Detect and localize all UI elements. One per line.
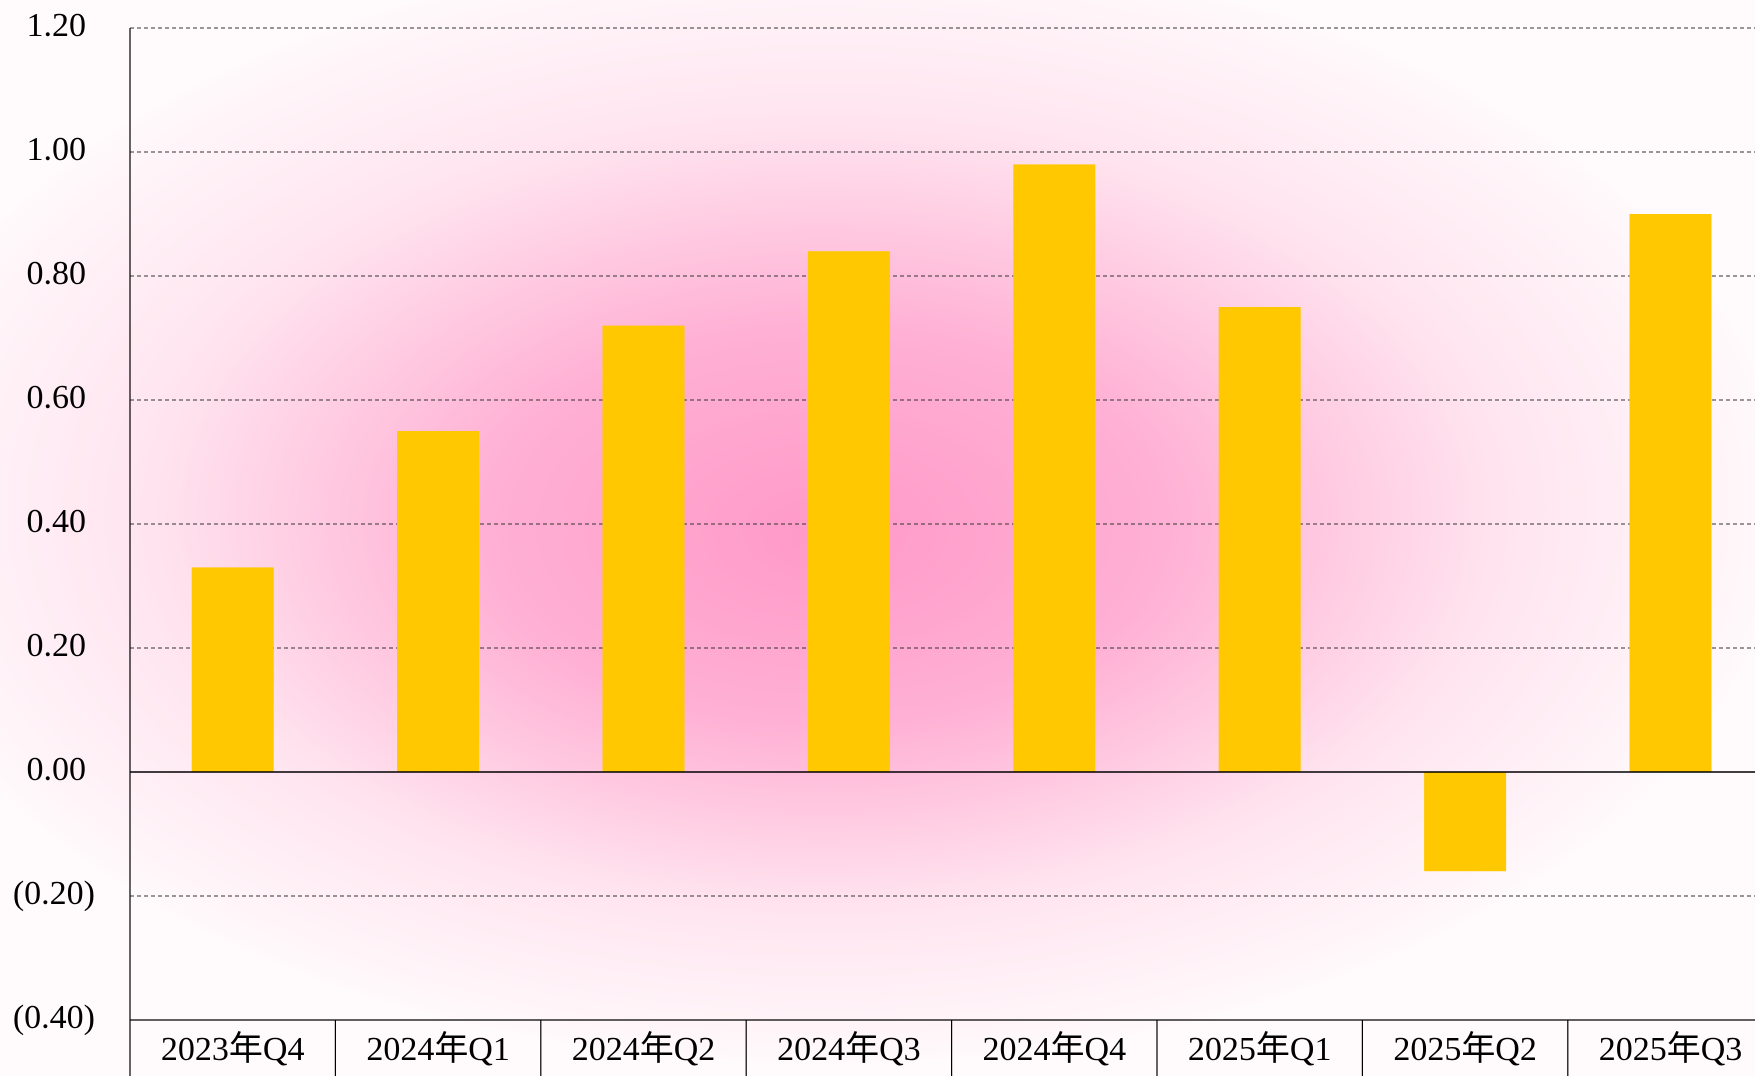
bar xyxy=(1424,772,1507,872)
bar xyxy=(807,251,890,772)
y-tick-label: 0.40 xyxy=(27,503,87,540)
bar xyxy=(1629,214,1712,772)
x-tick-label: 2025年Q2 xyxy=(1393,1030,1537,1068)
bar xyxy=(397,431,480,772)
bar xyxy=(191,567,274,772)
y-tick-label: 0.80 xyxy=(27,255,87,292)
y-tick-label: 0.20 xyxy=(27,627,87,664)
x-tick-label: 2025年Q1 xyxy=(1188,1030,1332,1068)
x-tick-label: 2024年Q4 xyxy=(983,1030,1127,1068)
bar xyxy=(1013,164,1096,772)
x-tick-label: 2025年Q3 xyxy=(1599,1030,1743,1068)
bar xyxy=(602,325,685,772)
x-tick-label: 2024年Q2 xyxy=(572,1030,716,1068)
y-tick-label: (0.20) xyxy=(13,875,95,912)
y-tick-label: 0.60 xyxy=(27,379,87,416)
x-tick-label: 2023年Q4 xyxy=(161,1030,305,1068)
x-tick-label: 2024年Q1 xyxy=(366,1030,510,1068)
y-tick-label: 1.00 xyxy=(27,131,87,168)
bar xyxy=(1218,307,1301,772)
x-tick-label: 2024年Q3 xyxy=(777,1030,921,1068)
y-tick-label: (0.40) xyxy=(13,999,95,1036)
y-tick-label: 1.20 xyxy=(27,7,87,44)
y-tick-label: 0.00 xyxy=(27,751,87,788)
